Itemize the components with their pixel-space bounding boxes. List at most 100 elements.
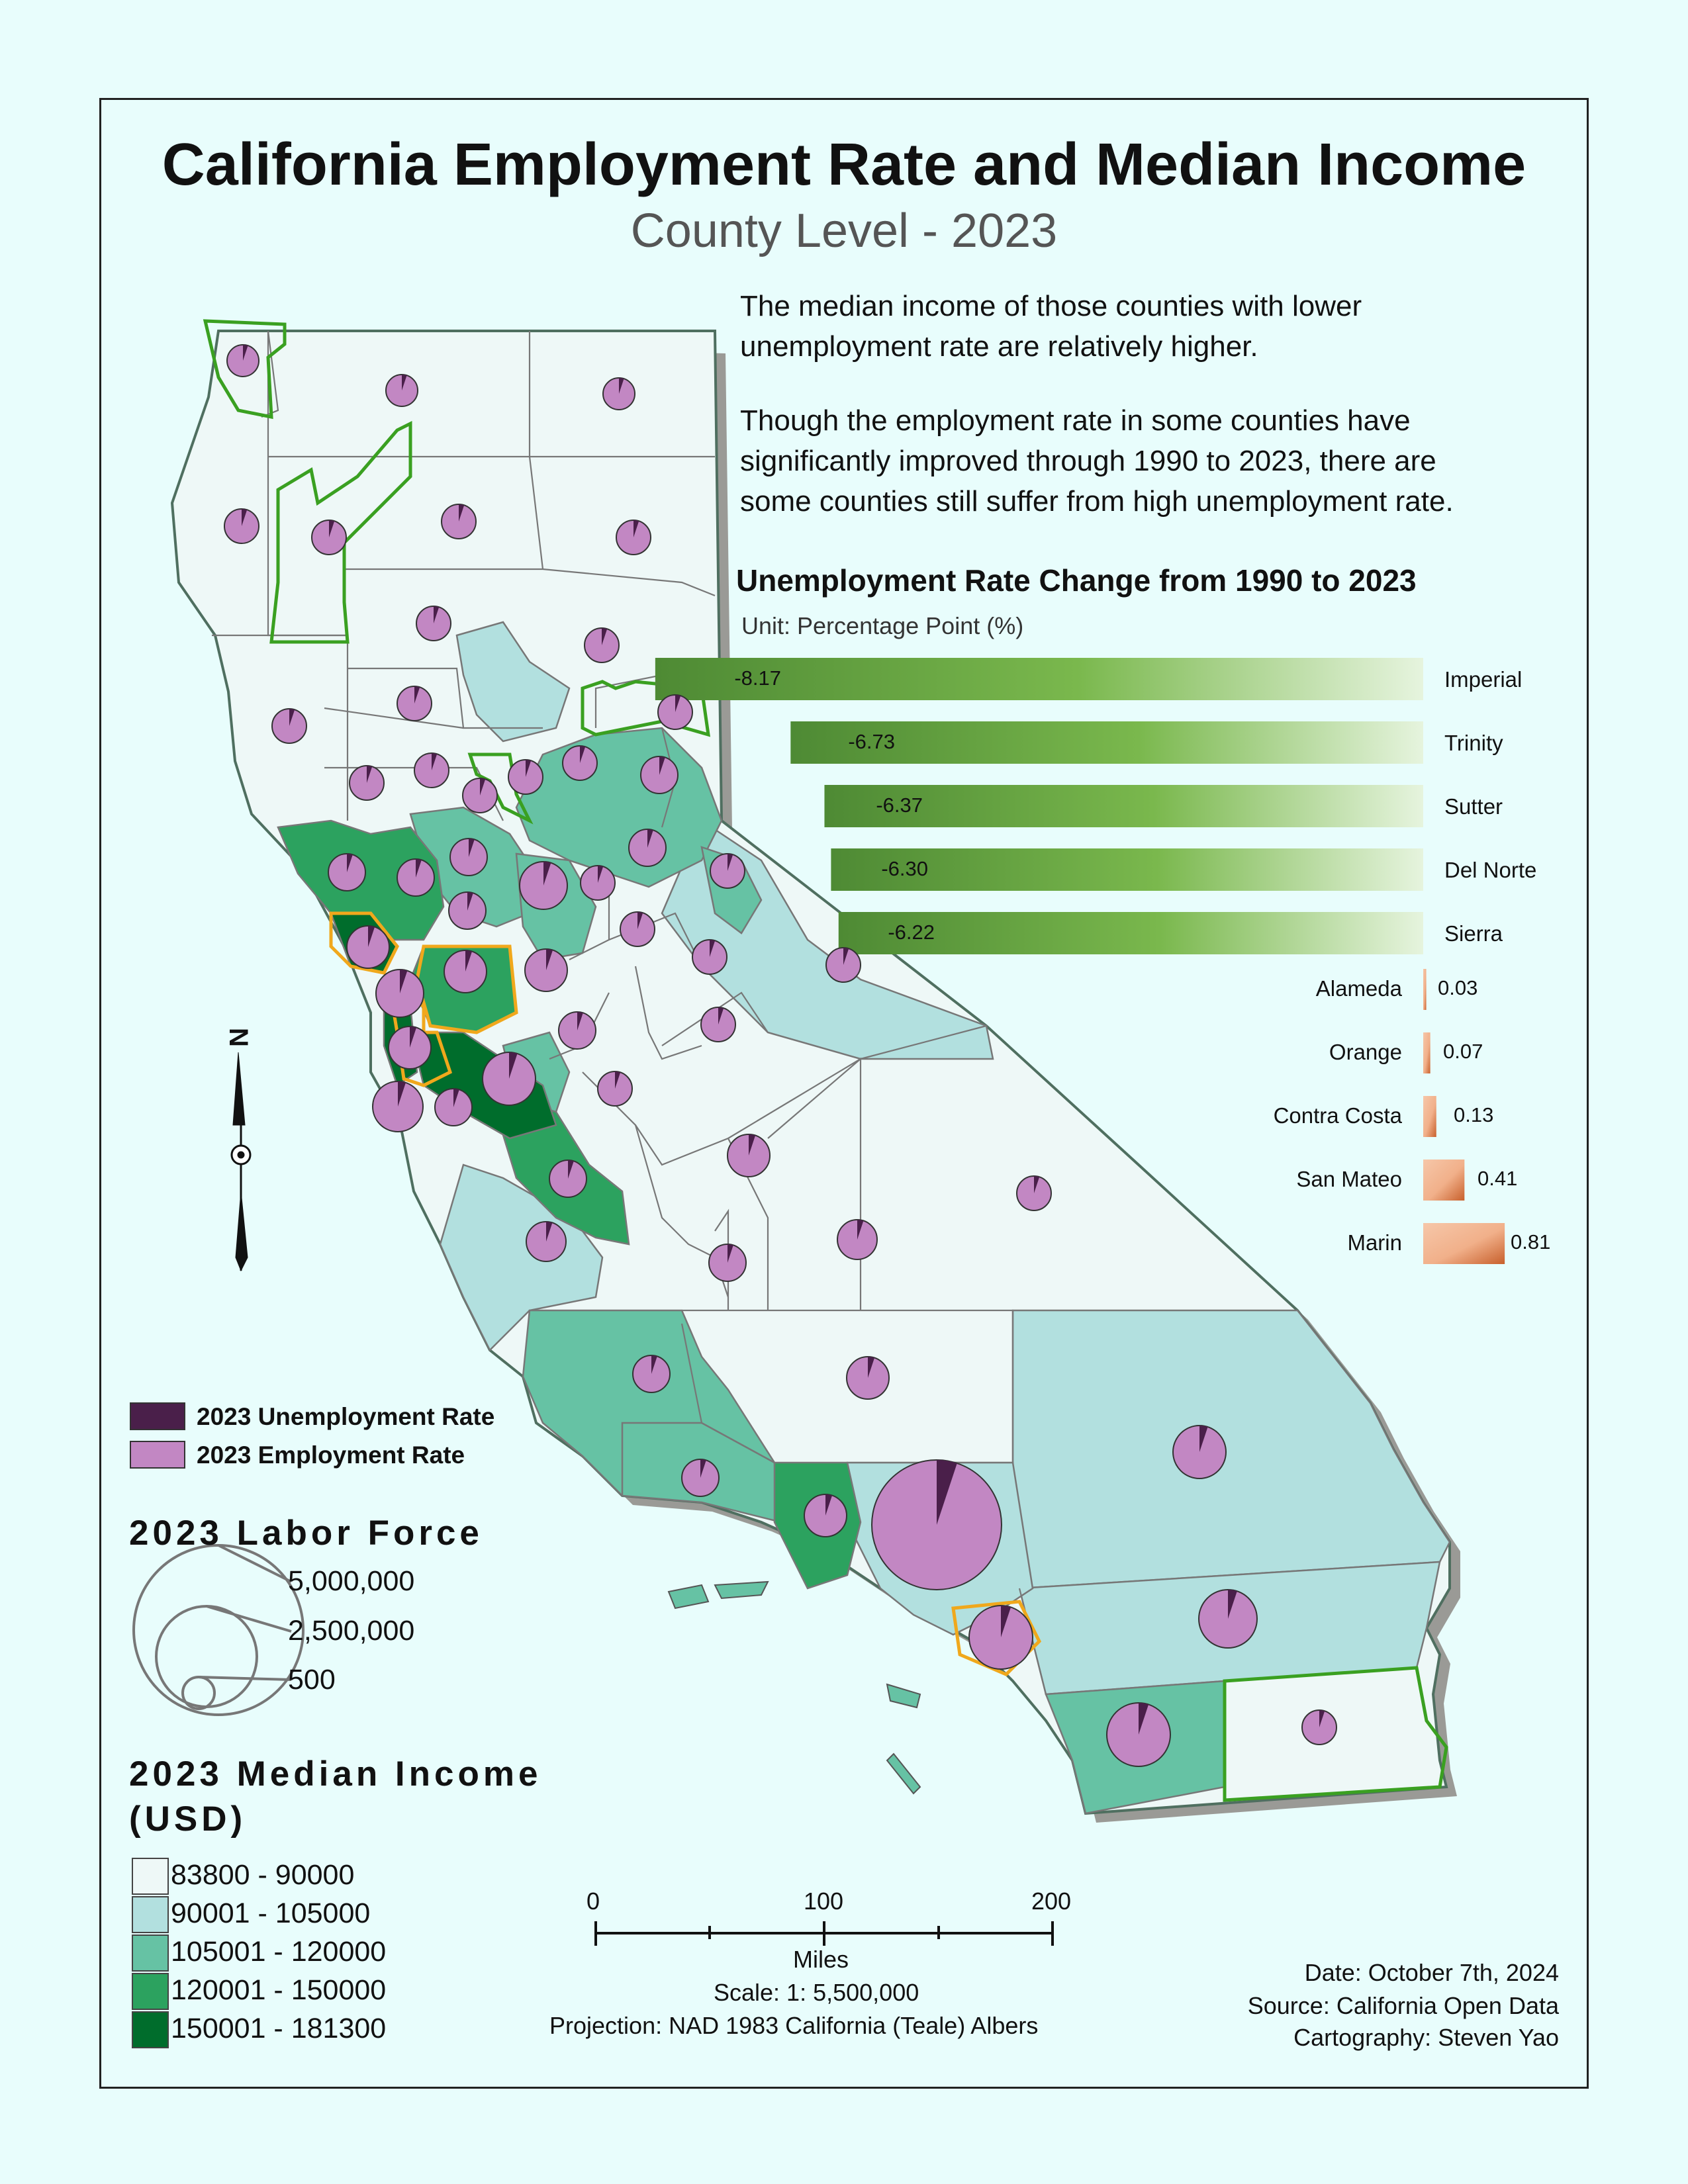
bar-value: -6.73	[848, 730, 895, 753]
county-pie-unemployment-slice	[710, 940, 716, 957]
county-pie-unemployment-slice	[1199, 1426, 1208, 1452]
bar-value: -6.22	[888, 921, 935, 944]
bar-value: 0.07	[1443, 1040, 1483, 1063]
county-pie-unemployment-slice	[465, 950, 473, 972]
county-pie-unemployment-slice	[480, 778, 486, 796]
labor-force-label: 500	[288, 1664, 336, 1696]
projection: Projection: NAD 1983 California (Teale) …	[549, 2012, 1039, 2039]
bar-county: Alameda	[1315, 976, 1402, 1001]
county-pie-unemployment-slice	[367, 766, 373, 783]
income-class-label: 83800 - 90000	[171, 1859, 355, 1891]
county-pie-unemployment-slice	[543, 862, 551, 886]
county-pie-unemployment-slice	[347, 854, 353, 872]
county-pie-unemployment-slice	[602, 628, 608, 645]
county-pie-unemployment-slice	[937, 1460, 957, 1525]
bar-value: 0.03	[1438, 976, 1478, 999]
north-arrow	[230, 1052, 252, 1272]
county-pie-unemployment-slice	[1228, 1590, 1237, 1619]
income-class-label: 105001 - 120000	[171, 1936, 387, 1968]
description-line: The median income of those counties with…	[740, 290, 1362, 322]
labor-force-title: 2023 Labor Force	[129, 1514, 483, 1553]
county-pie-unemployment-slice	[633, 520, 639, 537]
county-pie-unemployment-slice	[598, 866, 604, 883]
income-class-label: 120001 - 150000	[171, 1974, 387, 2006]
county-pie-unemployment-slice	[868, 1357, 875, 1378]
county-pie-unemployment-slice	[402, 375, 407, 390]
county-pie-unemployment-slice	[469, 839, 475, 857]
median-income-title: 2023 Median Income	[129, 1754, 542, 1794]
county-pie-unemployment-slice	[414, 686, 420, 704]
bar-value: -6.37	[876, 794, 923, 817]
highlight-green-outlines	[203, 319, 1448, 1802]
county-pie-symbols	[224, 344, 1337, 1767]
map-title: California Employment Rate and Median In…	[162, 132, 1526, 198]
bar-county: Marin	[1347, 1230, 1402, 1255]
credit-date: Date: October 7th, 2024	[1304, 1959, 1559, 1986]
labor-force-label: 5,000,000	[288, 1565, 415, 1597]
labor-force-legend	[132, 1544, 305, 1716]
employment-swatch	[130, 1441, 185, 1469]
county-pie-unemployment-slice	[568, 1160, 574, 1179]
county-pie-unemployment-slice	[1034, 1176, 1040, 1193]
decrease-bar	[831, 848, 1423, 891]
county-pie-unemployment-slice	[619, 378, 624, 394]
description-line: some counties still suffer from high une…	[740, 485, 1454, 518]
bar-county: Sierra	[1444, 921, 1503, 946]
map-frame	[99, 98, 1589, 2089]
bar-county: Del Norte	[1444, 858, 1537, 882]
increase-bar	[1423, 1160, 1465, 1201]
decrease-bar	[838, 912, 1423, 954]
county-pie-unemployment-slice	[727, 854, 733, 871]
county-pie-unemployment-slice	[432, 753, 438, 770]
map-subtitle: County Level - 2023	[630, 205, 1058, 257]
bar-county: San Mateo	[1296, 1167, 1402, 1191]
bar-chart-unit: Unit: Percentage Point (%)	[741, 612, 1024, 639]
scale-tick-label: 0	[586, 1888, 600, 1915]
county-pie-unemployment-slice	[857, 1220, 864, 1240]
bar-value: 0.41	[1477, 1167, 1518, 1190]
county-pie-unemployment-slice	[1001, 1606, 1011, 1637]
decrease-bar	[790, 721, 1423, 764]
county-pie-unemployment-slice	[727, 1244, 733, 1263]
county-pie-unemployment-slice	[453, 1089, 459, 1107]
bar-county: Sutter	[1444, 794, 1503, 819]
bar-county: Imperial	[1444, 667, 1523, 692]
scale-bar	[594, 1921, 1054, 1946]
scale-tick-label: 200	[1031, 1888, 1072, 1915]
county-pie-unemployment-slice	[526, 760, 532, 777]
county-pie-unemployment-slice	[242, 509, 248, 526]
county-pie-unemployment-slice	[675, 695, 681, 712]
bar-county: Trinity	[1444, 731, 1503, 755]
bar-county: Contra Costa	[1273, 1103, 1402, 1128]
county-pie-unemployment-slice	[434, 606, 440, 623]
county-boundaries	[212, 330, 1226, 1787]
increase-bar	[1423, 1096, 1436, 1137]
unemployment-swatch	[130, 1402, 185, 1430]
north-label: N	[223, 1028, 253, 1047]
county-pie-unemployment-slice	[718, 1007, 724, 1024]
county-pie-unemployment-slice	[700, 1459, 706, 1478]
credit-source: Source: California Open Data	[1247, 1992, 1559, 2019]
county-pie-unemployment-slice	[637, 912, 643, 929]
income-class-swatches	[132, 1858, 169, 2048]
county-pie-unemployment-slice	[509, 1052, 518, 1079]
county-pie-unemployment-slice	[289, 709, 295, 726]
channel-islands	[667, 1580, 921, 1795]
county-pie-unemployment-slice	[546, 1222, 553, 1242]
labor-force-label: 2,500,000	[288, 1615, 415, 1647]
bar-chart-title: Unemployment Rate Change from 1990 to 20…	[736, 563, 1417, 598]
county-pie-unemployment-slice	[546, 949, 553, 970]
county-pie-unemployment-slice	[659, 756, 665, 775]
county-pie-unemployment-slice	[647, 829, 653, 848]
scale-unit: Miles	[793, 1946, 849, 1973]
credit-cartography: Cartography: Steven Yao	[1293, 2024, 1559, 2051]
county-pie-unemployment-slice	[843, 948, 849, 965]
decrease-bars	[655, 658, 1423, 954]
county-pie-unemployment-slice	[467, 892, 473, 911]
scale-ratio: Scale: 1: 5,500,000	[714, 1979, 919, 2006]
decrease-bar	[655, 658, 1423, 700]
county-pie-unemployment-slice	[416, 859, 422, 878]
increase-bar	[1423, 969, 1427, 1010]
county-pie-unemployment-slice	[329, 520, 335, 537]
